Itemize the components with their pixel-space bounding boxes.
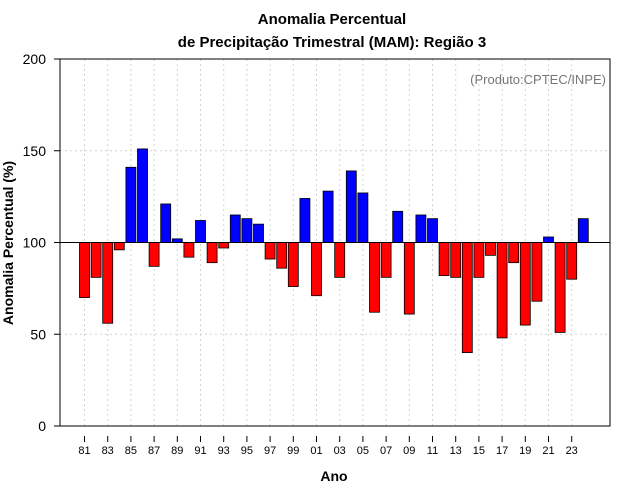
- x-tick-label: 13: [450, 445, 462, 457]
- x-tick-label: 17: [496, 445, 508, 457]
- y-tick-label: 200: [23, 51, 47, 67]
- bar-13: [450, 242, 462, 278]
- x-tick-label: 15: [473, 445, 485, 457]
- x-tick-label: 97: [264, 445, 276, 457]
- bar-05: [357, 192, 369, 243]
- bar-16: [485, 242, 496, 256]
- bar-03: [334, 242, 346, 278]
- bar-00: [299, 198, 311, 243]
- bar-02: [322, 190, 334, 243]
- x-tick-label: 99: [287, 445, 299, 457]
- x-tick-label: 85: [125, 445, 137, 457]
- bar-15: [473, 242, 485, 278]
- bar-06: [369, 242, 380, 313]
- bar-85: [125, 166, 137, 243]
- bar-01: [311, 242, 322, 297]
- x-tick-label: 19: [519, 445, 531, 457]
- x-tick-label: 89: [171, 445, 183, 457]
- bar-14: [461, 242, 473, 353]
- bar-24: [577, 218, 589, 243]
- x-tick-label: 81: [78, 445, 90, 457]
- bars: [79, 148, 589, 353]
- bar-11: [427, 218, 438, 243]
- bar-95: [241, 218, 253, 243]
- bar-19: [519, 242, 531, 326]
- bar-18: [508, 242, 520, 264]
- bar-86: [137, 148, 148, 243]
- bar-90: [183, 242, 195, 258]
- bar-88: [160, 203, 172, 243]
- bar-08: [392, 210, 404, 243]
- y-tick-label: 0: [38, 418, 46, 434]
- x-tick-label: 95: [241, 445, 253, 457]
- bar-87: [148, 242, 160, 267]
- bar-89: [171, 238, 183, 243]
- x-tick-label: 01: [310, 445, 322, 457]
- bar-99: [287, 242, 299, 287]
- x-tick-label: 05: [357, 445, 369, 457]
- axes: 0 50 100 150 200 81 83 85 87 89 91 93 95 97 99 01 03 05 07…: [23, 51, 611, 457]
- bar-81: [79, 242, 90, 298]
- y-axis-label: Anomalia Percentual (%): [0, 161, 16, 325]
- x-tick-label: 03: [334, 445, 346, 457]
- x-tick-label: 23: [566, 445, 578, 457]
- bar-23: [566, 242, 578, 280]
- x-tick-label: 21: [542, 445, 554, 457]
- bar-83: [102, 242, 114, 324]
- y-tick-label: 150: [23, 143, 47, 159]
- bar-92: [206, 242, 218, 264]
- bar-09: [403, 242, 415, 315]
- bar-22: [554, 242, 566, 333]
- x-tick-label: 83: [102, 445, 114, 457]
- x-tick-label: 09: [403, 445, 415, 457]
- y-tick-label: 50: [30, 326, 46, 342]
- bar-21: [543, 236, 554, 243]
- bar-91: [195, 220, 206, 243]
- y-tick-label: 100: [23, 235, 47, 251]
- credit-text: (Produto:CPTEC/INPE): [470, 72, 606, 87]
- bar-17: [496, 242, 508, 339]
- bar-20: [531, 242, 543, 302]
- x-tick-label: 93: [218, 445, 230, 457]
- bar-97: [264, 242, 276, 260]
- bar-93: [218, 242, 230, 249]
- gridlines: [60, 59, 610, 426]
- bar-12: [438, 242, 450, 276]
- bar-94: [229, 214, 241, 243]
- chart-title-line-1: Anomalia Percentual: [258, 11, 406, 28]
- bar-07: [380, 242, 392, 278]
- chart-title-line-2: de Precipitação Trimestral (MAM): Região…: [178, 34, 486, 51]
- bar-96: [253, 223, 264, 243]
- x-tick-label: 91: [194, 445, 206, 457]
- bar-84: [113, 242, 125, 251]
- x-tick-label: 07: [380, 445, 392, 457]
- x-tick-label: 87: [148, 445, 160, 457]
- bar-98: [276, 242, 288, 269]
- bar-04: [345, 170, 357, 243]
- bar-82: [90, 242, 102, 278]
- x-tick-label: 11: [427, 445, 438, 457]
- x-axis-label: Ano: [320, 468, 347, 484]
- bar-10: [415, 214, 427, 243]
